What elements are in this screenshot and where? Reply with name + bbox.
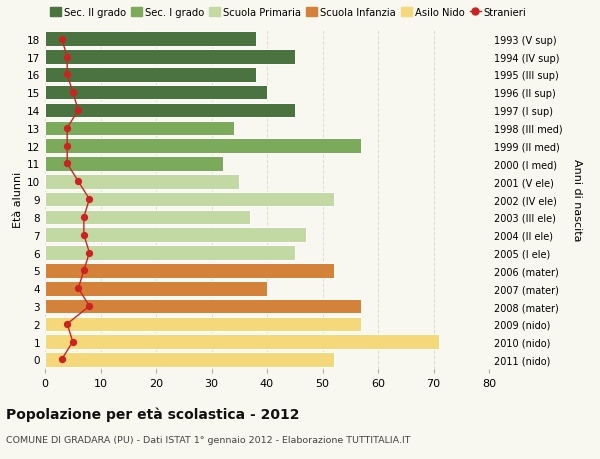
Point [73, 285, 83, 292]
Bar [45, 335, 439, 349]
Point [57, 356, 67, 364]
Bar [45, 353, 334, 367]
Bar [45, 139, 361, 154]
Point [73, 107, 83, 114]
Point [62, 125, 72, 132]
Bar [45, 263, 334, 278]
Bar [45, 121, 234, 136]
Bar [45, 174, 239, 189]
Point [85, 196, 94, 203]
Point [62, 72, 72, 79]
Text: Popolazione per età scolastica - 2012: Popolazione per età scolastica - 2012 [6, 406, 299, 421]
Point [62, 161, 72, 168]
Point [73, 178, 83, 185]
Bar [45, 281, 267, 296]
Y-axis label: Anni di nascita: Anni di nascita [572, 158, 582, 241]
Bar [45, 192, 334, 207]
Point [79, 214, 89, 221]
Point [62, 54, 72, 61]
Bar [45, 103, 295, 118]
Bar [45, 157, 223, 171]
Point [85, 302, 94, 310]
Point [68, 338, 77, 346]
Legend: Sec. II grado, Sec. I grado, Scuola Primaria, Scuola Infanzia, Asilo Nido, Stran: Sec. II grado, Sec. I grado, Scuola Prim… [50, 8, 527, 18]
Point [79, 267, 89, 274]
Bar [45, 68, 256, 83]
Point [62, 143, 72, 150]
Text: COMUNE DI GRADARA (PU) - Dati ISTAT 1° gennaio 2012 - Elaborazione TUTTITALIA.IT: COMUNE DI GRADARA (PU) - Dati ISTAT 1° g… [6, 435, 410, 444]
Y-axis label: Età alunni: Età alunni [13, 172, 23, 228]
Point [79, 231, 89, 239]
Bar [45, 210, 250, 225]
Bar [45, 317, 361, 331]
Bar [45, 86, 267, 100]
Bar [45, 299, 361, 313]
Bar [45, 228, 306, 242]
Point [57, 36, 67, 43]
Bar [45, 32, 256, 47]
Point [62, 320, 72, 328]
Bar [45, 50, 295, 65]
Point [68, 90, 77, 97]
Point [85, 249, 94, 257]
Bar [45, 246, 295, 260]
